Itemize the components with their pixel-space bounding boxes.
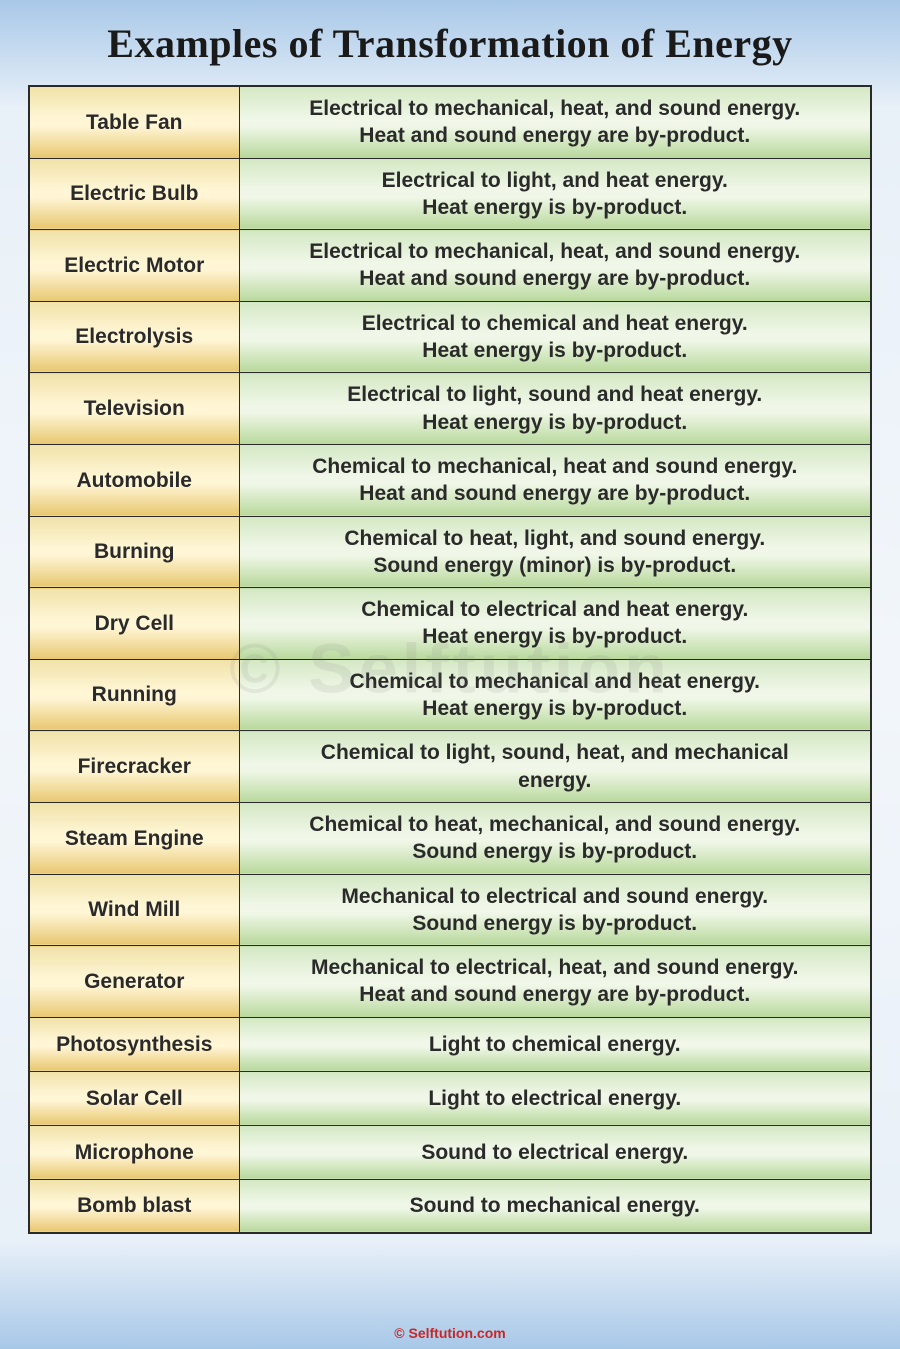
device-cell: Electric Motor (29, 230, 239, 302)
description-line1: Mechanical to electrical and sound energ… (246, 883, 865, 910)
description-cell: Chemical to light, sound, heat, and mech… (239, 731, 871, 803)
description-line2: Sound energy is by-product. (246, 838, 865, 865)
description-cell: Chemical to mechanical and heat energy.H… (239, 659, 871, 731)
description-cell: Electrical to light, and heat energy.Hea… (239, 158, 871, 230)
description-line2: Heat and sound energy are by-product. (246, 480, 865, 507)
table-row: Electric BulbElectrical to light, and he… (29, 158, 871, 230)
table-row: Bomb blast Sound to mechanical energy. (29, 1179, 871, 1233)
description-line2: Heat energy is by-product. (246, 695, 865, 722)
description-cell: Sound to mechanical energy. (239, 1179, 871, 1233)
description-cell: Chemical to mechanical, heat and sound e… (239, 444, 871, 516)
description-line1: Electrical to light, sound and heat ener… (246, 381, 865, 408)
energy-table-body: Table Fan Electrical to mechanical, heat,… (29, 86, 871, 1233)
description-line1: Chemical to heat, mechanical, and sound … (246, 811, 865, 838)
table-row: Generator Mechanical to electrical, heat,… (29, 946, 871, 1018)
device-cell: Burning (29, 516, 239, 588)
description-cell: Light to chemical energy. (239, 1017, 871, 1071)
table-row: Solar Cell Light to electrical energy. (29, 1071, 871, 1125)
energy-table: Table Fan Electrical to mechanical, heat,… (28, 85, 872, 1234)
device-cell: Photosynthesis (29, 1017, 239, 1071)
description-line2: Heat and sound energy are by-product. (246, 981, 865, 1008)
description-cell: Chemical to heat, mechanical, and sound … (239, 802, 871, 874)
table-row: Electric Motor Electrical to mechanical, … (29, 230, 871, 302)
table-row: ElectrolysisElectrical to chemical and h… (29, 301, 871, 373)
description-line2: Heat energy is by-product. (246, 194, 865, 221)
description-line1: Chemical to electrical and heat energy. (246, 596, 865, 623)
description-line1: Chemical to heat, light, and sound energ… (246, 525, 865, 552)
description-line1: Electrical to mechanical, heat, and soun… (246, 95, 865, 122)
device-cell: Electric Bulb (29, 158, 239, 230)
description-cell: Mechanical to electrical, heat, and soun… (239, 946, 871, 1018)
description-cell: Chemical to heat, light, and sound energ… (239, 516, 871, 588)
description-line1: Mechanical to electrical, heat, and soun… (246, 954, 865, 981)
table-row: Dry CellChemical to electrical and heat … (29, 588, 871, 660)
page-container: Examples of Transformation of Energy Tab… (0, 0, 900, 1244)
description-line2: Sound energy (minor) is by-product. (246, 552, 865, 579)
description-line2: Sound energy is by-product. (246, 910, 865, 937)
description-line1: Chemical to mechanical and heat energy. (246, 668, 865, 695)
device-cell: Electrolysis (29, 301, 239, 373)
table-row: Burning Chemical to heat, light, and soun… (29, 516, 871, 588)
table-row: Steam Engine Chemical to heat, mechanical… (29, 802, 871, 874)
table-row: Table Fan Electrical to mechanical, heat,… (29, 86, 871, 158)
description-line1: Electrical to chemical and heat energy. (246, 310, 865, 337)
table-row: Microphone Sound to electrical energy. (29, 1125, 871, 1179)
description-cell: Sound to electrical energy. (239, 1125, 871, 1179)
description-line2: Heat energy is by-product. (246, 623, 865, 650)
table-row: Firecracker Chemical to light, sound, hea… (29, 731, 871, 803)
device-cell: Television (29, 373, 239, 445)
table-row: RunningChemical to mechanical and heat e… (29, 659, 871, 731)
device-cell: Dry Cell (29, 588, 239, 660)
description-cell: Electrical to mechanical, heat, and soun… (239, 230, 871, 302)
description-line1: Sound to mechanical energy. (246, 1192, 865, 1219)
table-row: Automobile Chemical to mechanical, heat a… (29, 444, 871, 516)
description-line1: Light to electrical energy. (246, 1085, 865, 1112)
device-cell: Firecracker (29, 731, 239, 803)
description-line1: Chemical to light, sound, heat, and mech… (246, 739, 865, 766)
device-cell: Microphone (29, 1125, 239, 1179)
device-cell: Table Fan (29, 86, 239, 158)
page-title: Examples of Transformation of Energy (28, 20, 872, 67)
description-cell: Chemical to electrical and heat energy.H… (239, 588, 871, 660)
device-cell: Wind Mill (29, 874, 239, 946)
description-line2: Heat and sound energy are by-product. (246, 122, 865, 149)
device-cell: Steam Engine (29, 802, 239, 874)
description-line2: Heat energy is by-product. (246, 337, 865, 364)
description-line1: Light to chemical energy. (246, 1031, 865, 1058)
description-line1: Sound to electrical energy. (246, 1139, 865, 1166)
table-row: Photosynthesis Light to chemical energy. (29, 1017, 871, 1071)
table-row: Wind Mill Mechanical to electrical and so… (29, 874, 871, 946)
description-line1: Chemical to mechanical, heat and sound e… (246, 453, 865, 480)
description-line1: Electrical to light, and heat energy. (246, 167, 865, 194)
footer-credit: © Selftution.com (0, 1325, 900, 1341)
description-line2: Heat energy is by-product. (246, 409, 865, 436)
description-line2: Heat and sound energy are by-product. (246, 265, 865, 292)
device-cell: Automobile (29, 444, 239, 516)
description-cell: Electrical to chemical and heat energy.H… (239, 301, 871, 373)
device-cell: Solar Cell (29, 1071, 239, 1125)
device-cell: Running (29, 659, 239, 731)
description-line2: energy. (246, 767, 865, 794)
device-cell: Bomb blast (29, 1179, 239, 1233)
description-cell: Light to electrical energy. (239, 1071, 871, 1125)
description-cell: Mechanical to electrical and sound energ… (239, 874, 871, 946)
table-row: Television Electrical to light, sound and… (29, 373, 871, 445)
device-cell: Generator (29, 946, 239, 1018)
description-cell: Electrical to light, sound and heat ener… (239, 373, 871, 445)
description-line1: Electrical to mechanical, heat, and soun… (246, 238, 865, 265)
description-cell: Electrical to mechanical, heat, and soun… (239, 86, 871, 158)
